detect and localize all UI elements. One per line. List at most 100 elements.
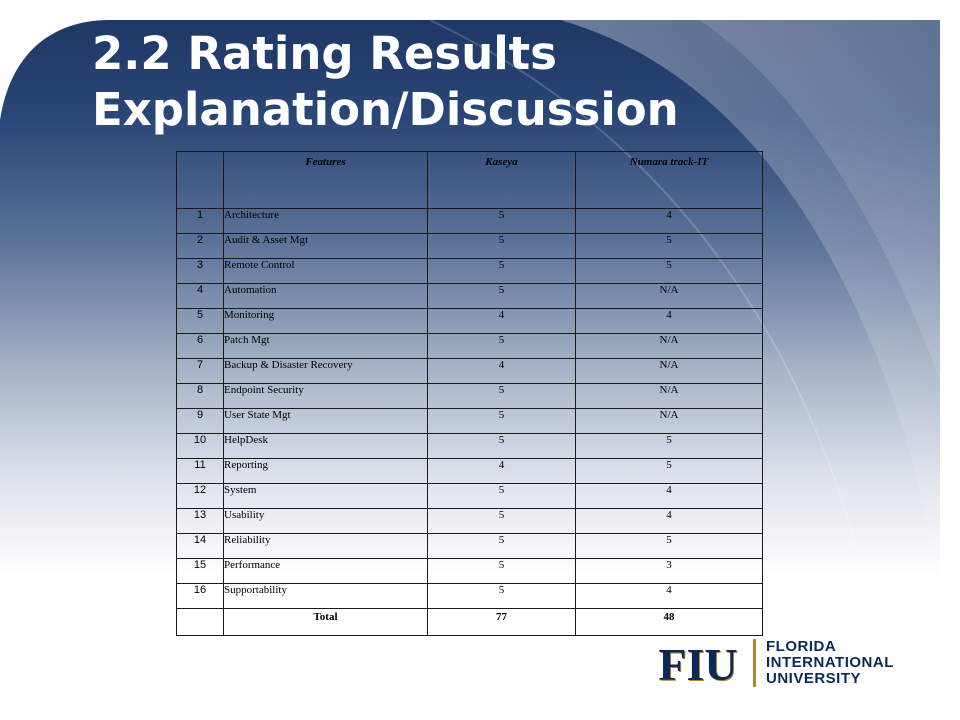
row-numara-score: N/A: [575, 333, 763, 359]
logo-line-2: INTERNATIONAL: [766, 654, 894, 671]
row-numara-score: 4: [575, 508, 763, 534]
title-line-1: 2.2 Rating Results: [92, 27, 557, 80]
row-numara-score: N/A: [575, 383, 763, 409]
table-row: 9 User State Mgt 5 N/A: [176, 408, 763, 434]
total-kaseya: 77: [427, 608, 576, 636]
row-feature: Patch Mgt: [223, 333, 428, 359]
slide-title: 2.2 Rating Results Explanation/Discussio…: [92, 26, 679, 138]
row-kaseya-score: 5: [427, 258, 576, 284]
total-number-cell: [176, 608, 224, 636]
table-row: 5 Monitoring 4 4: [176, 308, 763, 334]
row-feature: Remote Control: [223, 258, 428, 284]
row-numara-score: 5: [575, 533, 763, 559]
row-numara-score: N/A: [575, 408, 763, 434]
row-number: 12: [176, 483, 224, 509]
table-row: 14 Reliability 5 5: [176, 533, 763, 559]
table-row: 6 Patch Mgt 5 N/A: [176, 333, 763, 359]
logo-divider: [753, 639, 756, 687]
row-numara-score: 4: [575, 308, 763, 334]
fiu-logo: FIU FIU FLORIDA INTERNATIONAL UNIVERSITY: [652, 637, 894, 691]
row-feature: Audit & Asset Mgt: [223, 233, 428, 259]
row-kaseya-score: 4: [427, 458, 576, 484]
header-numara: Numara track-IT: [575, 151, 763, 209]
row-feature: Supportability: [223, 583, 428, 609]
total-row: Total 77 48: [176, 608, 763, 636]
row-number: 13: [176, 508, 224, 534]
row-kaseya-score: 5: [427, 233, 576, 259]
fiu-logo-mark-text: FIU: [658, 639, 737, 687]
fiu-logo-mark-shadow: FIU: [659, 640, 738, 687]
row-number: 5: [176, 308, 224, 334]
row-numara-score: N/A: [575, 358, 763, 384]
row-number: 2: [176, 233, 224, 259]
logo-wordmark: FLORIDA INTERNATIONAL UNIVERSITY: [766, 639, 894, 687]
row-numara-score: 5: [575, 458, 763, 484]
table-row: 4 Automation 5 N/A: [176, 283, 763, 309]
table-row: 15 Performance 5 3: [176, 558, 763, 584]
table-row: 11 Reporting 4 5: [176, 458, 763, 484]
table-row: 1 Architecture 5 4: [176, 208, 763, 234]
row-number: 7: [176, 358, 224, 384]
logo-line-3: UNIVERSITY: [766, 670, 862, 687]
row-numara-score: 4: [575, 583, 763, 609]
header-features: Features: [223, 151, 428, 209]
rating-results-table: Features Kaseya Numara track-IT 1 Archite…: [176, 151, 763, 636]
row-numara-score: 5: [575, 233, 763, 259]
row-number: 4: [176, 283, 224, 309]
row-feature: Automation: [223, 283, 428, 309]
table-row: 2 Audit & Asset Mgt 5 5: [176, 233, 763, 259]
row-kaseya-score: 5: [427, 508, 576, 534]
row-number: 10: [176, 433, 224, 459]
row-kaseya-score: 5: [427, 483, 576, 509]
row-feature: System: [223, 483, 428, 509]
table-row: 10 HelpDesk 5 5: [176, 433, 763, 459]
total-numara: 48: [575, 608, 763, 636]
row-number: 6: [176, 333, 224, 359]
row-feature: Reliability: [223, 533, 428, 559]
row-kaseya-score: 5: [427, 533, 576, 559]
row-kaseya-score: 5: [427, 283, 576, 309]
row-number: 14: [176, 533, 224, 559]
table-row: 16 Supportability 5 4: [176, 583, 763, 609]
logo-line-1: FLORIDA: [766, 638, 837, 655]
row-feature: Backup & Disaster Recovery: [223, 358, 428, 384]
row-kaseya-score: 5: [427, 383, 576, 409]
row-number: 11: [176, 458, 224, 484]
row-number: 16: [176, 583, 224, 609]
total-label: Total: [223, 608, 428, 636]
row-number: 1: [176, 208, 224, 234]
row-numara-score: 3: [575, 558, 763, 584]
table-row: 7 Backup & Disaster Recovery 4 N/A: [176, 358, 763, 384]
table-row: 8 Endpoint Security 5 N/A: [176, 383, 763, 409]
table-row: 12 System 5 4: [176, 483, 763, 509]
row-kaseya-score: 5: [427, 333, 576, 359]
row-number: 3: [176, 258, 224, 284]
row-number: 8: [176, 383, 224, 409]
row-numara-score: 5: [575, 433, 763, 459]
table-row: 3 Remote Control 5 5: [176, 258, 763, 284]
row-kaseya-score: 5: [427, 433, 576, 459]
table-row: 13 Usability 5 4: [176, 508, 763, 534]
row-kaseya-score: 5: [427, 558, 576, 584]
header-number: [176, 151, 224, 209]
row-kaseya-score: 5: [427, 408, 576, 434]
row-number: 15: [176, 558, 224, 584]
table-body: 1 Architecture 5 4 2 Audit & Asset Mgt 5 5 3 Remo…: [176, 208, 763, 609]
header-kaseya: Kaseya: [427, 151, 576, 209]
row-feature: Endpoint Security: [223, 383, 428, 409]
row-feature: Reporting: [223, 458, 428, 484]
row-number: 9: [176, 408, 224, 434]
table-header-row: Features Kaseya Numara track-IT: [176, 151, 763, 209]
row-kaseya-score: 5: [427, 208, 576, 234]
row-numara-score: 4: [575, 483, 763, 509]
fiu-logo-mark: FIU FIU: [652, 639, 747, 687]
row-feature: User State Mgt: [223, 408, 428, 434]
row-feature: Architecture: [223, 208, 428, 234]
row-numara-score: 5: [575, 258, 763, 284]
row-numara-score: 4: [575, 208, 763, 234]
row-numara-score: N/A: [575, 283, 763, 309]
row-feature: Performance: [223, 558, 428, 584]
row-feature: Usability: [223, 508, 428, 534]
row-kaseya-score: 4: [427, 358, 576, 384]
